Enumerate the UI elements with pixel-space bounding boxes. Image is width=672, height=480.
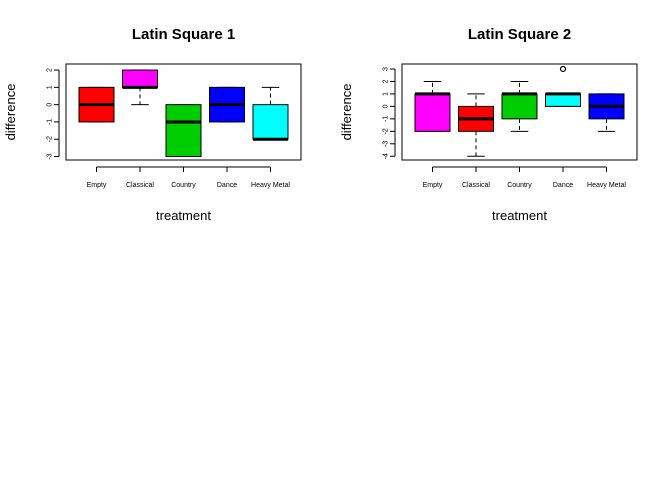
category-label: Empty xyxy=(423,182,443,189)
y-tick-label: 0 xyxy=(382,104,389,108)
chart-latin-square-2: Latin Square 2 treatment difference -4 -3… xyxy=(339,26,638,223)
y-tick-label: -1 xyxy=(46,119,53,125)
category-label: Dance xyxy=(217,182,237,189)
x-axis: Empty Classical Country Dance Heavy Metal xyxy=(423,166,626,189)
y-tick-label: 2 xyxy=(46,68,53,72)
y-tick-label: -2 xyxy=(46,136,53,142)
y-axis-label: difference xyxy=(3,84,18,141)
box-classical xyxy=(122,69,158,106)
chart-title: Latin Square 2 xyxy=(468,26,571,43)
x-axis-label: treatment xyxy=(492,208,547,223)
box-rect xyxy=(545,93,581,107)
box-group xyxy=(414,65,625,157)
category-label: Dance xyxy=(553,182,573,189)
box-rect xyxy=(501,93,538,120)
category-label: Country xyxy=(507,182,532,189)
box-rect xyxy=(165,104,202,158)
box-classical xyxy=(458,93,494,157)
x-axis-label: treatment xyxy=(156,208,211,223)
y-tick-label: 0 xyxy=(46,103,53,107)
y-tick-label: -2 xyxy=(382,128,389,134)
chart-latin-square-1: Latin Square 1 treatment difference -3 -2… xyxy=(3,26,302,223)
y-tick-label: -4 xyxy=(382,153,389,159)
y-tick-label: -1 xyxy=(382,116,389,122)
box-rect xyxy=(122,69,158,88)
y-axis: -4 -3 -2 -1 0 1 2 3 xyxy=(382,67,396,159)
box-rect xyxy=(414,93,451,132)
box-dance xyxy=(209,86,245,123)
box-group xyxy=(78,69,289,158)
outlier-point xyxy=(559,65,567,73)
category-label: Heavy Metal xyxy=(251,182,290,189)
category-label: Heavy Metal xyxy=(587,182,626,189)
y-axis: -3 -2 -1 0 1 2 xyxy=(46,68,60,160)
box-rect xyxy=(252,104,289,140)
category-label: Classical xyxy=(462,182,490,189)
box-country xyxy=(165,104,202,158)
y-tick-label: 1 xyxy=(382,92,389,96)
y-tick-label: -3 xyxy=(382,141,389,147)
box-country xyxy=(501,80,538,132)
x-axis: Empty Classical Country Dance Heavy Metal xyxy=(87,166,290,189)
box-heavy-metal xyxy=(588,93,625,132)
box-empty xyxy=(414,80,451,132)
category-label: Empty xyxy=(87,182,107,189)
y-axis-label: difference xyxy=(339,84,354,141)
plot-frame xyxy=(65,63,302,161)
box-heavy-metal xyxy=(252,86,289,141)
y-tick-label: 3 xyxy=(382,67,389,71)
box-dance xyxy=(545,65,581,107)
chart-title: Latin Square 1 xyxy=(132,26,235,43)
plot-frame xyxy=(401,63,638,161)
category-label: Classical xyxy=(126,182,154,189)
y-tick-label: 1 xyxy=(46,85,53,89)
box-empty xyxy=(78,86,115,123)
y-tick-label: -3 xyxy=(46,153,53,159)
category-label: Country xyxy=(171,182,196,189)
y-tick-label: 2 xyxy=(382,79,389,83)
